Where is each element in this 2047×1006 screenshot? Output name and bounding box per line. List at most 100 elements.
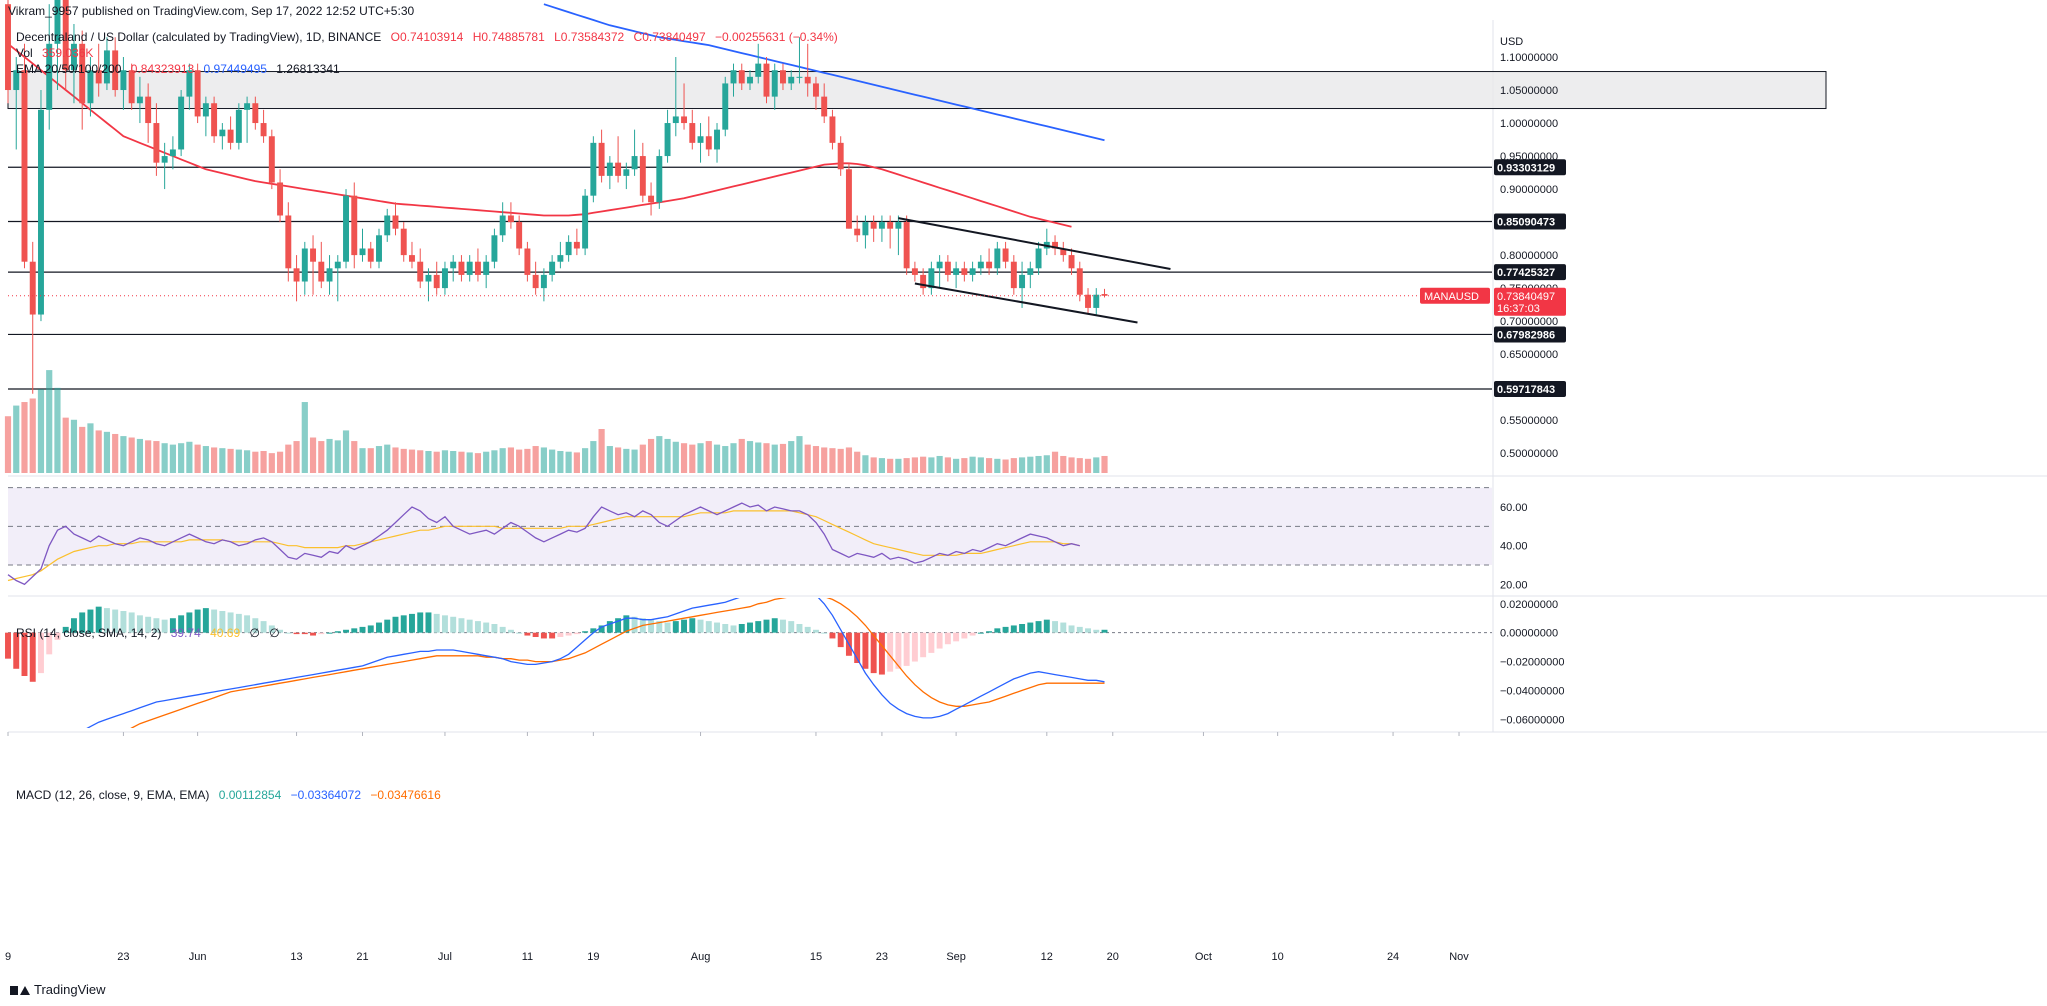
candle-body — [936, 261, 943, 269]
time-tick-label: 13 — [290, 951, 302, 963]
macd-histogram-bar — [433, 613, 440, 633]
resistance-zone — [7, 71, 1827, 110]
candle-body — [293, 268, 300, 282]
macd-histogram-bar — [540, 632, 547, 639]
volume-bar — [351, 441, 358, 473]
volume-bar — [944, 457, 951, 473]
macd-legend: MACD (12, 26, close, 9, EMA, EMA) 0.0011… — [16, 788, 447, 802]
candle-body — [359, 248, 366, 256]
price-axis-unit: USD — [1500, 36, 1523, 48]
volume-bar — [854, 451, 861, 473]
candle-body — [153, 123, 160, 163]
time-tick-label: 12 — [1041, 951, 1053, 963]
candle-body — [376, 235, 382, 262]
macd-histogram-bar — [565, 632, 572, 636]
macd-histogram-bar — [961, 632, 968, 639]
rsi-value: 39.74 — [170, 626, 201, 640]
macd-histogram-bar — [260, 621, 267, 633]
price-tick-label: 0.50000000 — [1500, 448, 1558, 460]
macd-histogram-bar — [1035, 621, 1042, 633]
volume-bar — [342, 430, 350, 473]
macd-histogram-bar — [878, 632, 885, 675]
volume-bar — [870, 457, 877, 473]
time-tick-label: 19 — [587, 951, 599, 963]
volume-bar — [639, 444, 646, 473]
macd-histogram-bar — [400, 615, 407, 633]
candle-body — [54, 0, 61, 44]
candle-body — [252, 103, 259, 124]
volume-bar — [309, 437, 317, 473]
volume-bar — [186, 441, 193, 473]
candle-body — [755, 63, 762, 77]
ema-50-line — [7, 43, 1072, 228]
volume-bar — [29, 398, 36, 473]
publisher-line: Vikram_9957 published on TradingView.com… — [8, 4, 415, 18]
candle-body — [977, 261, 984, 269]
volume-bar — [631, 449, 638, 473]
time-tick-label: 21 — [356, 951, 368, 963]
macd-histogram-bar — [145, 616, 152, 633]
candle-body — [606, 162, 613, 176]
volume-bar — [606, 446, 613, 473]
candle-body — [318, 261, 325, 282]
candle-body — [986, 261, 993, 269]
macd-histogram-bar — [376, 622, 382, 633]
macd-histogram-bar — [466, 619, 473, 633]
volume-bar — [483, 451, 490, 473]
candle-body — [1010, 261, 1017, 289]
macd-histogram-bar — [244, 615, 251, 633]
volume-bar — [961, 458, 968, 473]
volume-bar — [507, 447, 515, 473]
candle-body — [260, 123, 267, 137]
candle-body — [384, 215, 391, 236]
volume-bar — [252, 451, 259, 473]
macd-histogram-bar — [911, 632, 918, 662]
macd-signal-line — [130, 598, 1105, 728]
candle-body — [730, 70, 737, 84]
volume-bar — [211, 447, 218, 473]
macd-histogram-bar — [491, 624, 498, 633]
candle-body — [878, 222, 885, 229]
macd-tick-label: −0.06000000 — [1500, 714, 1565, 726]
volume-bar — [730, 443, 737, 473]
macd-histogram-bar — [590, 628, 597, 633]
candle-body — [722, 83, 729, 130]
candle-body — [62, 0, 69, 71]
volume-bar — [87, 423, 94, 473]
volume-bar — [837, 448, 844, 473]
volume-bar — [474, 453, 482, 473]
candle-body — [425, 274, 432, 282]
candle-body — [310, 248, 317, 262]
volume-bar — [169, 444, 176, 473]
volume-bar — [21, 402, 28, 473]
volume-bar — [450, 451, 457, 473]
candle-body — [400, 228, 407, 256]
macd-histogram-bar — [1002, 626, 1009, 633]
macd-histogram-bar — [936, 632, 943, 649]
macd-histogram-bar — [79, 612, 86, 633]
volume-bar — [763, 443, 770, 473]
volume-bar — [425, 451, 432, 473]
level-price-tag — [1494, 213, 1566, 230]
time-tick-label: Jul — [438, 951, 452, 963]
macd-histogram-bar — [425, 612, 432, 633]
candle-body — [21, 70, 28, 262]
volume-bar — [153, 441, 160, 473]
candle-body — [994, 248, 1001, 269]
volume-bar — [755, 442, 762, 473]
footer-brand[interactable]: TradingView — [10, 982, 106, 997]
ema-label: EMA 20/50/100/200 — [16, 62, 122, 76]
macd-histogram-bar — [656, 621, 663, 633]
macd-histogram-bar — [557, 632, 564, 637]
macd-histogram-bar — [351, 628, 358, 633]
volume-bar — [689, 444, 696, 473]
macd-histogram-bar — [796, 624, 803, 633]
candle-body — [656, 156, 663, 203]
macd-histogram-bar — [1101, 629, 1108, 633]
volume-bar — [524, 448, 531, 473]
candle-body — [714, 129, 720, 150]
macd-histogram-bar — [87, 609, 94, 633]
volume-bar — [1043, 455, 1050, 473]
macd-histogram-bar — [837, 632, 844, 648]
